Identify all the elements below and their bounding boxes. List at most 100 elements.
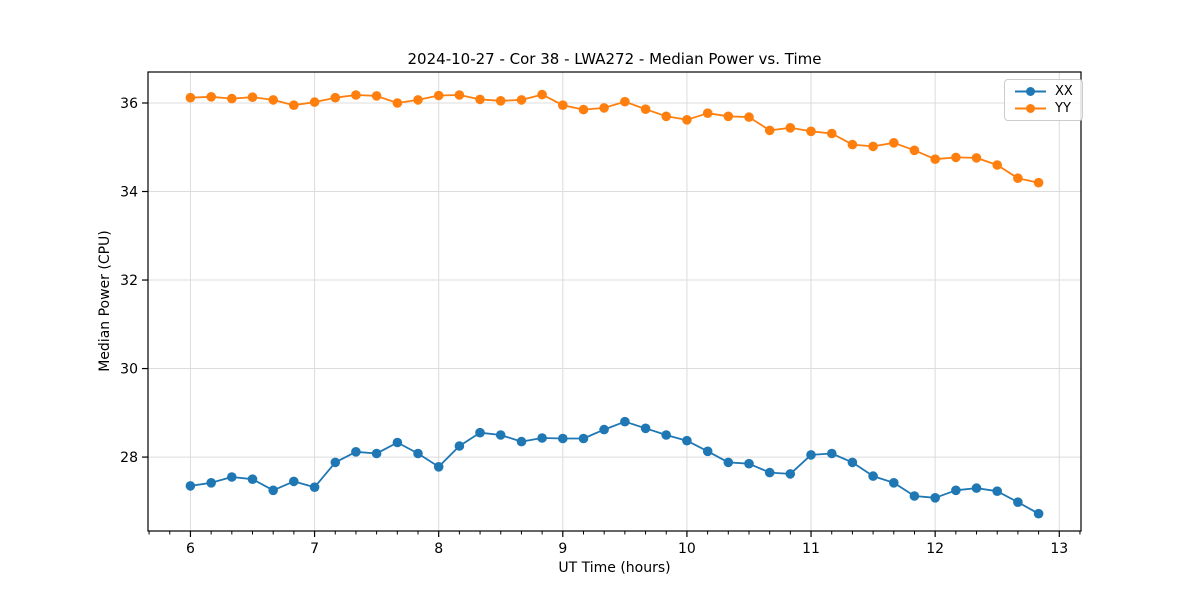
series-yy-point	[516, 95, 527, 105]
series-yy-point	[392, 98, 403, 108]
series-yy-point	[475, 94, 485, 105]
series-yy-point	[1013, 173, 1023, 183]
series-xx-point	[330, 457, 341, 468]
series-yy-point	[764, 125, 775, 136]
axes-spines	[147, 71, 1082, 532]
series-xx-point	[206, 478, 216, 488]
series-yy-point	[744, 112, 754, 122]
series-xx-point	[351, 447, 361, 457]
series-xx-point	[930, 493, 940, 503]
series-yy-point	[847, 139, 858, 150]
series-xx-point	[392, 437, 403, 448]
y-tick-label: 28	[120, 450, 138, 466]
x-tick-label: 9	[558, 541, 567, 557]
series-yy-point	[206, 92, 216, 102]
series-xx-point	[764, 467, 775, 478]
series-yy-point	[227, 93, 237, 104]
series-xx-point	[868, 471, 878, 481]
series-yy-point	[247, 92, 258, 102]
series-xx-point	[1013, 497, 1023, 508]
series-xx-point	[682, 435, 692, 446]
chart-title: 2024-10-27 - Cor 38 - LWA272 - Median Po…	[407, 50, 822, 68]
x-tick-label: 6	[186, 541, 195, 557]
series-xx-point	[289, 476, 299, 487]
series-yy-point	[454, 90, 465, 100]
series-xx-point	[599, 424, 609, 435]
series-yy-point	[433, 90, 444, 101]
series-yy-point	[827, 128, 837, 139]
series-yy-point	[951, 152, 961, 163]
series-yy-point	[806, 126, 816, 137]
series-xx-point	[889, 478, 899, 488]
series-yy-point	[268, 95, 279, 105]
series-xx-point	[268, 485, 279, 496]
series-yy-point	[351, 90, 361, 100]
series-yy-point	[992, 160, 1002, 170]
x-tick-label: 11	[802, 541, 820, 557]
x-tick-label: 13	[1050, 541, 1068, 557]
x-tick-label: 10	[678, 541, 696, 557]
series-xx-point	[578, 433, 589, 444]
series-xx-point	[1033, 508, 1044, 519]
series-yy-point	[330, 92, 341, 103]
series-yy-point	[289, 100, 299, 110]
series-xx-point	[827, 448, 837, 459]
series-xx-point	[785, 469, 796, 479]
series-xx-point	[433, 462, 444, 472]
series-yy-point	[620, 96, 630, 107]
series-yy-point	[185, 92, 196, 103]
series-xx-point	[475, 427, 485, 438]
series-xx-point	[516, 436, 527, 447]
series-yy-point	[1033, 177, 1044, 188]
series-yy-point	[558, 100, 568, 110]
series-xx-point	[847, 457, 858, 468]
series-xx-point	[806, 450, 816, 460]
series-xx-line	[190, 420, 1040, 515]
y-tick-label: 36	[120, 96, 138, 112]
legend-item-xx: XX	[1014, 85, 1073, 98]
series-xx-point	[309, 482, 320, 493]
x-tick-label: 8	[434, 541, 443, 557]
series-xx-point	[744, 458, 754, 469]
series-xx-point	[495, 430, 506, 440]
legend: XX YY	[1004, 79, 1083, 121]
series-yy-line	[190, 93, 1039, 184]
legend-label-yy: YY	[1055, 101, 1071, 116]
series-xx-point	[371, 448, 382, 459]
y-tick-label: 32	[120, 273, 138, 289]
series-xx-point	[951, 485, 961, 496]
series-yy-point	[599, 103, 609, 113]
series-xx-point	[620, 416, 630, 427]
x-axis-label: UT Time (hours)	[558, 560, 671, 576]
series-xx-point	[413, 448, 423, 459]
series-yy-point	[971, 153, 982, 163]
series-xx-point	[971, 483, 982, 493]
series-xx-point	[909, 491, 920, 501]
series-yy-point	[640, 104, 651, 114]
series-yy-point	[868, 141, 878, 152]
series-xx-point	[247, 474, 258, 485]
series-xx-point	[537, 433, 547, 443]
series-xx-point	[661, 430, 671, 440]
x-tick-label: 7	[310, 541, 319, 557]
series-yy-point	[371, 91, 382, 101]
series-yy-point	[682, 115, 692, 125]
series-xx-point	[454, 441, 465, 451]
series-xx-point	[702, 446, 713, 457]
series-yy-point	[723, 111, 734, 122]
series-yy-point	[537, 89, 547, 100]
series-xx-point	[185, 481, 196, 491]
legend-item-yy: YY	[1014, 102, 1073, 115]
series-yy-point	[785, 123, 796, 133]
series-yy-point	[661, 111, 671, 122]
series-yy-point	[889, 138, 899, 148]
series-yy-point	[495, 96, 506, 106]
legend-label-xx: XX	[1055, 84, 1073, 99]
series-xx-point	[992, 486, 1002, 497]
series-xx-point	[640, 423, 651, 434]
legend-line-marker-yy-icon	[1015, 104, 1046, 113]
series-yy-point	[309, 97, 320, 107]
x-tick-label: 12	[926, 541, 944, 557]
